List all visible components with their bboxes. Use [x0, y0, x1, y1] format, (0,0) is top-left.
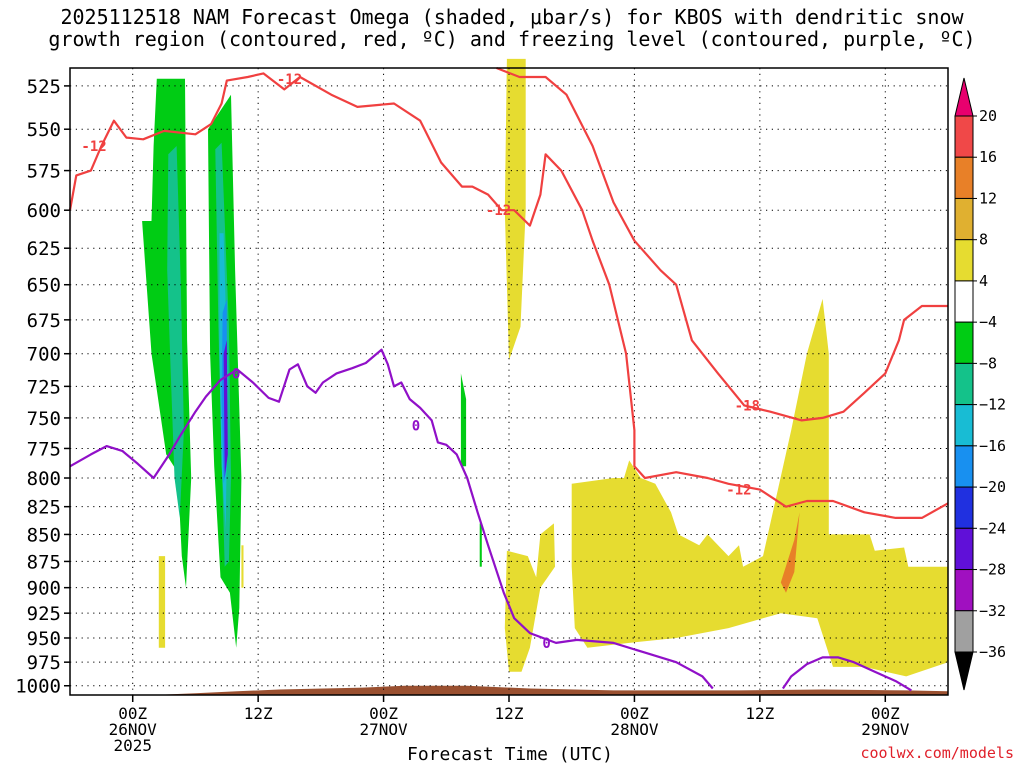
y-tick-label-975: 975 [27, 652, 61, 674]
colorbar-label-10: −24 [979, 519, 1006, 537]
colorbar-label-2: 12 [979, 189, 997, 207]
x-tick-label-66-0: 12Z [745, 704, 774, 723]
colorbar-swatch-7 [954, 362, 974, 406]
site-credit: coolwx.com/models [860, 744, 1014, 762]
colorbar-label-12: −32 [979, 602, 1006, 620]
colorbar-label-4: 4 [979, 272, 988, 290]
contour-label-3: -18 [735, 398, 760, 414]
x-tick-label-54-0: 00Z [620, 704, 649, 723]
colorbar-swatch-6 [954, 321, 974, 364]
terrain-fill [70, 685, 948, 695]
contour-label-0: -12 [81, 139, 106, 155]
omega-region-12 [504, 523, 555, 672]
omega-region-0 [142, 78, 192, 588]
y-tick-label-675: 675 [27, 310, 61, 332]
y-tick-label-800: 800 [27, 468, 61, 490]
x-tick-label-6-0: 00Z [118, 704, 147, 723]
y-tick-label-700: 700 [27, 344, 61, 366]
colorbar-label-7: −12 [979, 396, 1006, 414]
colorbar-label-13: −36 [979, 643, 1006, 661]
x-tick-label-78-1: 29NOV [861, 720, 910, 739]
y-tick-label-625: 625 [27, 238, 61, 260]
x-tick-label-30-1: 27NOV [359, 720, 408, 739]
y-tick-label-825: 825 [27, 497, 61, 519]
y-tick-label-925: 925 [27, 603, 61, 625]
omega-region-7 [460, 373, 467, 467]
omega-region-13 [571, 298, 948, 677]
contour-label-1: -12 [277, 72, 302, 88]
contour-label-4: -12 [726, 483, 751, 499]
colorbar-swatch-13 [954, 610, 974, 653]
y-tick-label-550: 550 [27, 119, 61, 141]
x-tick-label-6-2: 2025 [113, 736, 152, 755]
colorbar-swatch-11 [954, 527, 974, 571]
contours: -12 -12 -12 -18 -12 0 0 0 [68, 66, 949, 692]
y-tick-label-750: 750 [27, 408, 61, 430]
omega-region-10 [241, 545, 244, 588]
colorbar-swatch-5 [954, 280, 974, 323]
colorbar-swatch-2 [954, 156, 974, 199]
omega-region-2 [167, 146, 184, 518]
y-tick-label-1000: 1000 [15, 676, 61, 698]
y-tick-label-775: 775 [27, 438, 61, 460]
y-tick-label-575: 575 [27, 161, 61, 183]
y-tick-label-850: 850 [27, 524, 61, 546]
omega-shading [142, 58, 948, 677]
x-axis-label: Forecast Time (UTC) [407, 744, 613, 765]
contour-label-7: 0 [542, 636, 550, 652]
colorbar-swatch-4 [954, 239, 974, 282]
x-tick-label-78-0: 00Z [871, 704, 900, 723]
contour-label-6: 0 [412, 418, 420, 434]
colorbar: 20 16 12 8 4 −4 −8 −12 −16 −20 −24 −28 −32 −36 [954, 77, 1006, 691]
colorbar-swatch-10 [954, 486, 974, 529]
colorbar-swatch-9 [954, 445, 974, 488]
title-line-1: 2025112518 NAM Forecast Omega (shaded, μ… [60, 5, 964, 29]
y-tick-label-650: 650 [27, 275, 61, 297]
chart-title: 2025112518 NAM Forecast Omega (shaded, μ… [0, 6, 1024, 50]
colorbar-label-9: −20 [979, 478, 1006, 496]
x-tick-label-42-0: 12Z [495, 704, 524, 723]
terrain-area [70, 685, 948, 695]
omega-region-11 [504, 58, 526, 361]
contour-label-5: 0 [232, 366, 240, 382]
colorbar-label-6: −8 [979, 354, 997, 372]
omega-region-8 [479, 523, 482, 567]
colorbar-label-5: −4 [979, 313, 997, 331]
colorbar-swatch-1 [954, 115, 974, 158]
y-tick-label-950: 950 [27, 628, 61, 650]
y-tick-label-725: 725 [27, 376, 61, 398]
colorbar-swatch-12 [954, 569, 974, 612]
colorbar-top-arrow [954, 77, 974, 117]
contour-3 [781, 656, 912, 692]
colorbar-swatch-8 [954, 404, 974, 447]
y-axis: 525 550 575 600 625 650 675 700 725 750 775 800 825 8… [15, 76, 70, 698]
x-tick-label-54-1: 28NOV [610, 720, 659, 739]
omega-region-9 [158, 556, 166, 648]
y-tick-label-875: 875 [27, 551, 61, 573]
title-line-2: growth region (contoured, red, ºC) and f… [48, 27, 976, 51]
omega-region-14 [780, 512, 800, 593]
colorbar-swatch-3 [954, 197, 974, 241]
y-tick-label-600: 600 [27, 200, 61, 222]
contour-0 [68, 72, 949, 519]
x-tick-label-6-1: 26NOV [109, 720, 158, 739]
colorbar-label-1: 16 [979, 148, 997, 166]
x-tick-label-18-0: 12Z [244, 704, 273, 723]
contour-1 [496, 66, 948, 422]
y-tick-label-525: 525 [27, 76, 61, 98]
y-tick-label-900: 900 [27, 578, 61, 600]
colorbar-label-3: 8 [979, 231, 988, 249]
colorbar-label-0: 20 [979, 107, 997, 125]
colorbar-label-8: −16 [979, 437, 1006, 455]
x-tick-label-30-0: 00Z [369, 704, 398, 723]
gridlines [70, 68, 948, 695]
colorbar-bottom-arrow [954, 651, 974, 691]
colorbar-label-11: −28 [979, 561, 1006, 579]
contour-2 [69, 348, 714, 690]
contour-label-2: -12 [486, 203, 511, 219]
